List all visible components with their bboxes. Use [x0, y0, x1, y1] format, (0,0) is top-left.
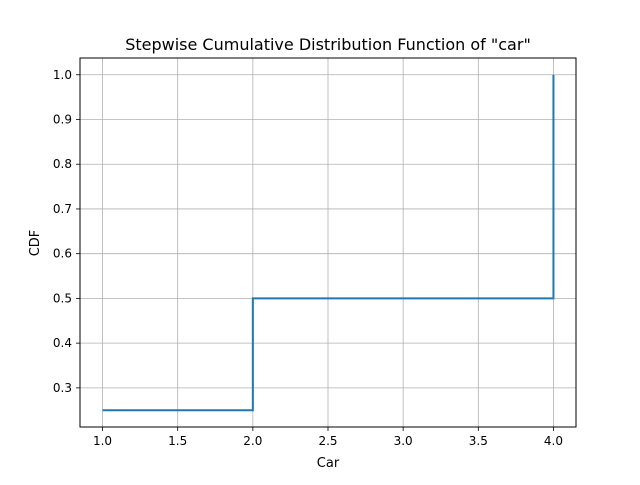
x-axis-label: Car [317, 456, 340, 471]
y-tick-label: 0.4 [53, 336, 72, 350]
y-tick-label: 0.6 [53, 247, 72, 261]
y-tick-label: 0.7 [53, 202, 72, 216]
y-axis: 0.3 0.4 0.5 0.6 0.7 0.8 0.9 1.0 [53, 68, 80, 395]
x-tick-label: 1.5 [168, 434, 187, 448]
cdf-step-line [102, 74, 555, 412]
y-axis-label: CDF [28, 230, 43, 257]
x-tick-label: 2.0 [243, 434, 262, 448]
chart-title: Stepwise Cumulative Distribution Functio… [125, 35, 531, 54]
y-tick-label: 0.9 [53, 113, 72, 127]
x-tick-label: 3.0 [394, 434, 413, 448]
x-axis: 1.0 1.5 2.0 2.5 3.0 3.5 4.0 [93, 427, 563, 448]
x-tick-label: 2.5 [318, 434, 337, 448]
series-layer [102, 74, 555, 412]
y-tick-label: 0.5 [53, 291, 72, 305]
x-tick-label: 1.0 [93, 434, 112, 448]
y-tick-label: 0.8 [53, 157, 72, 171]
x-tick-label: 3.5 [469, 434, 488, 448]
y-tick-label: 0.3 [53, 381, 72, 395]
grid-layer [80, 58, 576, 427]
y-tick-label: 1.0 [53, 68, 72, 82]
x-tick-label: 4.0 [544, 434, 563, 448]
